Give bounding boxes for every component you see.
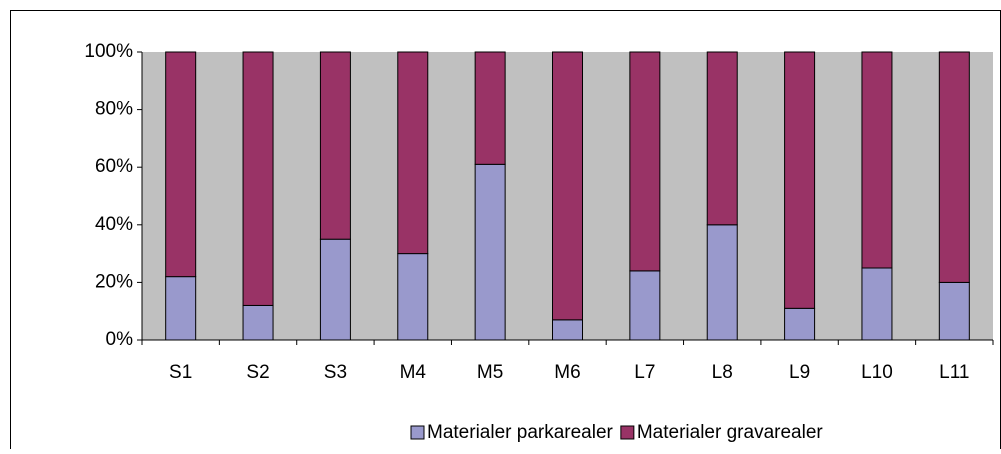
x-tick-label: L11: [939, 362, 969, 383]
x-tick-label: M6: [554, 362, 580, 383]
bar-segment: [474, 51, 506, 165]
bar-segment: [397, 51, 429, 255]
bar-segment: [784, 307, 816, 341]
legend-label: Materialer gravarealer: [637, 422, 824, 443]
bar-segment: [474, 163, 506, 341]
bar-segment: [319, 238, 351, 341]
bar-segment: [706, 224, 738, 341]
bar-segment: [629, 270, 661, 341]
bar-segment: [784, 51, 816, 309]
y-tick-label: 40%: [95, 214, 133, 235]
y-tick-label: 0%: [106, 329, 134, 350]
x-tick-label: M5: [477, 362, 503, 383]
bar-segment: [397, 253, 429, 341]
x-tick-label: M4: [400, 362, 427, 383]
bar-segment: [938, 281, 970, 341]
bar-segment: [552, 319, 583, 341]
x-tick-label: S2: [246, 362, 269, 383]
x-tick-label: L7: [634, 362, 655, 383]
x-tick-label: L8: [712, 362, 733, 383]
bar-segment: [242, 51, 274, 306]
y-tick-label: 20%: [95, 271, 133, 292]
y-tick-label: 100%: [84, 41, 133, 62]
legend-swatch: [620, 425, 635, 440]
bar-segment: [938, 51, 970, 283]
bar-segment: [861, 267, 893, 341]
y-tick-label: 60%: [95, 156, 133, 177]
bar-segment: [319, 51, 351, 240]
bar-segment: [165, 276, 197, 341]
bar-segment: [861, 51, 893, 269]
bar-segment: [242, 304, 274, 341]
x-tick-label: L9: [789, 362, 810, 383]
x-tick-label: L10: [861, 362, 893, 383]
legend-swatch: [410, 425, 425, 440]
y-tick-label: 80%: [95, 99, 133, 120]
bar-segment: [552, 51, 583, 321]
bar-segment: [165, 51, 197, 278]
bar-segment: [706, 51, 738, 226]
legend-label: Materialer parkarealer: [427, 422, 614, 443]
x-tick-label: S3: [324, 362, 347, 383]
x-tick-label: S1: [169, 362, 192, 383]
bar-segment: [629, 51, 661, 272]
